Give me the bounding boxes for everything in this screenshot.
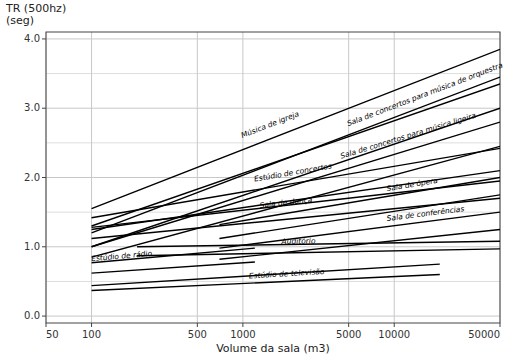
x-tick [348, 323, 349, 327]
y-axis-label: (seg) [6, 14, 34, 27]
y-tick [42, 108, 46, 109]
x-tick-label: 100 [82, 329, 101, 340]
band-lower-line [92, 262, 255, 273]
labels: Música de igreja Sala de concertos para m… [91, 60, 504, 280]
y-tick-label: 1.0 [24, 241, 40, 252]
band-label: Sala de conferências [386, 204, 465, 223]
chart: 0.0 1.0 2.0 3.0 4.0 50 100 500 1000 5000 10000 5000… [0, 0, 512, 357]
y-tick-label: 2.0 [24, 172, 40, 183]
band-lower-line [219, 195, 500, 239]
band-label: Estúdio de concertos [253, 161, 332, 183]
x-tick-label: 50 [46, 329, 59, 340]
band-upper-line [137, 241, 500, 247]
x-tick [46, 323, 47, 327]
x-axis-label: Volume da sala (m3) [216, 342, 330, 355]
x-grid-line [242, 32, 243, 323]
y-tick [42, 38, 46, 39]
band-label: Sala de concertos para música de orquest… [346, 60, 505, 128]
x-tick [242, 323, 243, 327]
band-lower-line [92, 146, 500, 257]
y-grid-line [46, 246, 500, 247]
plot-frame [46, 32, 500, 323]
y-minor-grid-line [46, 73, 500, 74]
band-label: Estúdio de televisão [249, 267, 326, 281]
y-grid-line [46, 316, 500, 317]
band-upper-line [92, 248, 255, 263]
x-tick-label: 50000 [468, 329, 500, 340]
y-grid-line [46, 38, 500, 39]
x-tick [394, 323, 395, 327]
x-grid-line [394, 32, 395, 323]
band-lower-line [92, 108, 500, 247]
x-tick [500, 323, 501, 327]
x-tick [197, 323, 198, 327]
x-tick-label: 500 [188, 329, 207, 340]
band-upper-line [92, 122, 500, 247]
y-tick-label: 4.0 [24, 33, 40, 44]
band-upper-line [92, 77, 500, 233]
x-grid-line [91, 32, 92, 323]
y-tick [42, 246, 46, 247]
axes: 0.0 1.0 2.0 3.0 4.0 50 100 500 1000 5000 10000 5000… [24, 33, 500, 340]
band-label: Sala de ópera [386, 176, 439, 194]
y-tick [42, 316, 46, 317]
band-lower-line [137, 249, 500, 256]
band-label: Sala de dança [259, 195, 313, 210]
y-tick [42, 177, 46, 178]
band-label: Sala de concertos para música ligeira [339, 111, 477, 161]
x-tick-label: 10000 [378, 329, 410, 340]
y-tick-label: 3.0 [24, 102, 40, 113]
x-tick-label: 5000 [336, 329, 361, 340]
band-label: Música de igreja [240, 109, 301, 140]
y-tick-label: 0.0 [24, 310, 40, 321]
band-label: Auditório [280, 236, 316, 246]
x-tick [91, 323, 92, 327]
grid [46, 32, 500, 323]
x-tick-label: 1000 [230, 329, 255, 340]
band-label: Estúdio de rádio [91, 249, 153, 263]
